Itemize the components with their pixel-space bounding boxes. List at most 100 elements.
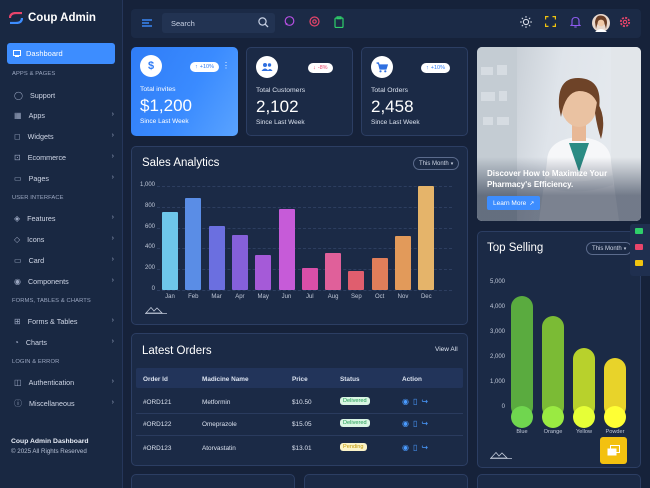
sidebar-item-features[interactable]: ◈ Features › [14,211,114,225]
view-eye-icon[interactable]: ◉ [402,443,409,452]
bar-jul[interactable] [301,268,318,290]
chevron-right-icon: › [111,399,114,406]
more-options-icon[interactable]: ⋮ [222,61,230,70]
bar-apr[interactable] [231,234,248,290]
view-eye-icon[interactable]: ◉ [402,419,409,428]
delete-trash-icon[interactable]: ▯ [412,397,418,406]
brand[interactable]: Coup Admin [0,0,122,36]
shield-icon: ◇ [14,234,21,244]
x-tick-label: Jun [281,294,292,300]
chevron-right-icon: › [111,338,114,345]
gridline [157,206,452,208]
change-value: -8% [317,65,328,71]
search-input[interactable]: Search [162,13,275,33]
card-icon: ▭ [14,255,22,265]
bar-jan[interactable] [162,212,178,290]
sidebar-item-support[interactable]: ◯ Support [14,88,114,102]
layers-icon [607,445,620,456]
menu-toggle-icon[interactable] [142,19,152,27]
stat-card-orders[interactable]: ↑ +10% Total Orders 2,458 Since Last Wee… [361,47,468,136]
bar-jun[interactable] [278,208,295,290]
stat-card-customers[interactable]: ↓ -8% Total Customers 2,102 Since Last W… [246,47,353,136]
bar-base-knob [573,406,595,428]
sidebar-item-charts[interactable]: ◔ Charts › [14,335,114,349]
bar-oct[interactable] [371,257,388,290]
users-icon [256,56,278,78]
nav-section-login: LOGIN & ERROR [12,359,60,365]
sidebar-item-dashboard[interactable]: Dashboard [7,43,115,64]
view-eye-icon[interactable]: ◉ [402,397,409,406]
bar-nov[interactable] [395,235,411,290]
column-header: Order Id [143,376,168,383]
sidebar-item-ecommerce[interactable]: ⊡ Ecommerce › [14,150,114,164]
sidebar-item-miscellaneous[interactable]: ⓘ Miscellaneous › [14,396,114,410]
sidebar-item-components[interactable]: ◉ Components › [14,274,114,288]
sidebar-item-label: Apps [28,110,45,120]
fullscreen-icon[interactable] [545,16,556,27]
bar-aug[interactable] [325,252,342,290]
period-dropdown[interactable]: This Month ▾ [586,242,633,255]
sidebar-item-card[interactable]: ▭ Card › [14,253,114,267]
share-arrow-icon[interactable]: ↪ [421,443,429,452]
y-tick-label: 2,000 [489,354,505,360]
settings-gear-icon[interactable] [619,16,631,28]
stat-card-invites[interactable]: $ ↑ +10% ⋮ Total invites $1,200 Since La… [131,47,238,136]
image-icon[interactable] [635,244,643,250]
sidebar-item-widgets[interactable]: ◻ Widgets › [14,129,114,143]
widgets-icon: ◻ [14,131,21,141]
gridline [157,290,452,291]
stat-title: Total Customers [256,87,306,94]
chat-icon[interactable] [284,16,295,27]
sidebar-item-label: Components [27,276,69,286]
sidebar-item-label: Card [28,255,45,265]
sidebar-item-icons[interactable]: ◇ Icons › [14,232,114,246]
share-arrow-icon[interactable]: ↪ [421,419,429,428]
bar-base-knob [542,406,564,428]
clipboard-icon[interactable] [334,16,344,28]
folder-icon[interactable] [635,260,643,266]
bar-sep[interactable] [348,271,365,290]
bar-powder[interactable] [604,358,626,418]
customize-button[interactable] [600,437,627,464]
delete-trash-icon[interactable]: ▯ [412,443,418,452]
table-header [136,368,463,388]
bar-may[interactable] [255,254,272,290]
row-actions: ◉ ▯ ↪ [402,443,428,452]
bar-yellow[interactable] [573,348,595,418]
bar-blue[interactable] [511,295,533,418]
sidebar-item-apps[interactable]: ▦ Apps › [14,108,114,122]
view-all-link[interactable]: View All [435,346,458,353]
delete-trash-icon[interactable]: ▯ [412,419,418,428]
avatar[interactable] [592,14,610,32]
brand-name: Coup Admin [28,12,96,24]
sidebar-item-forms-tables[interactable]: ⊞ Forms & Tables › [14,314,114,328]
y-tick-label: 200 [144,265,155,272]
learn-more-button[interactable]: Learn More ↗ [487,196,541,210]
sidebar-item-pages[interactable]: ▭ Pages › [14,171,114,185]
bell-icon[interactable] [570,16,581,28]
sidebar-item-authentication[interactable]: ◫ Authentication › [14,375,114,389]
sidebar-item-label: Ecommerce [27,152,67,162]
stat-footnote: Since Last Week [256,119,305,126]
period-dropdown[interactable]: This Month ▾ [413,157,460,170]
status-badge: Delivered [340,397,370,405]
bar-orange[interactable] [542,315,564,418]
bar-feb[interactable] [185,198,202,290]
status-badge: Pending [340,443,367,451]
price: $10.50 [292,399,312,406]
x-tick-label: Blue [516,429,528,435]
search-icon[interactable] [258,17,269,28]
bar-mar[interactable] [208,225,225,290]
cube-icon: ◈ [14,213,21,223]
money-icon[interactable] [635,228,643,234]
share-arrow-icon[interactable]: ↪ [421,397,429,406]
sidebar-footer-title: Coup Admin Dashboard [11,438,89,445]
chevron-right-icon: › [111,132,114,139]
chevron-right-icon: › [111,174,114,181]
at-sign-icon[interactable] [309,16,320,27]
theme-sun-icon[interactable] [520,16,532,28]
bar-dec[interactable] [418,186,435,290]
card-title: Latest Orders [142,345,212,357]
dollar-icon: $ [140,55,162,77]
chevron-right-icon: › [111,214,114,221]
